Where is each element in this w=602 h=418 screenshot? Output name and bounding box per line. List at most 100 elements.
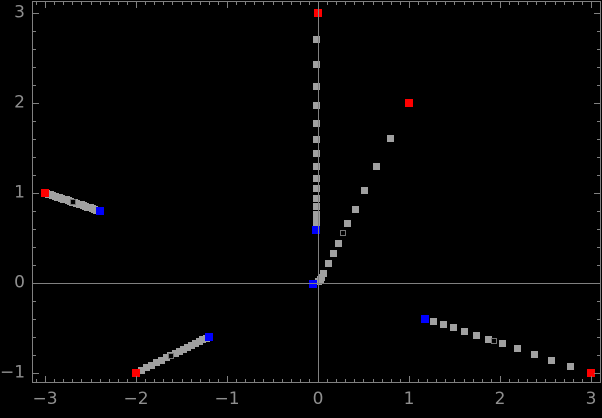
x-major-tick bbox=[227, 376, 228, 382]
trail-marker bbox=[312, 36, 320, 44]
trail-marker bbox=[312, 163, 320, 171]
x-minor-tick bbox=[454, 379, 456, 382]
x-minor-tick bbox=[154, 379, 156, 382]
trail-marker bbox=[344, 220, 352, 228]
x-major-tick bbox=[45, 2, 46, 8]
x-minor-tick bbox=[217, 2, 219, 5]
end-marker bbox=[312, 225, 321, 234]
x-minor-tick bbox=[163, 379, 165, 382]
x-minor-tick bbox=[272, 2, 274, 5]
x-minor-tick bbox=[563, 2, 565, 5]
x-minor-tick bbox=[145, 379, 147, 382]
x-minor-tick bbox=[63, 2, 65, 5]
x-minor-tick bbox=[181, 2, 183, 5]
start-marker bbox=[586, 369, 595, 377]
y-minor-tick bbox=[33, 246, 36, 248]
trail-marker bbox=[373, 162, 381, 170]
y-minor-tick bbox=[597, 30, 600, 32]
x-minor-tick bbox=[126, 379, 128, 382]
y-major-tick bbox=[33, 373, 39, 374]
x-minor-tick bbox=[172, 2, 174, 5]
x-minor-tick bbox=[390, 379, 392, 382]
y-minor-tick bbox=[33, 337, 36, 338]
y-major-tick bbox=[594, 102, 600, 104]
x-minor-tick bbox=[481, 2, 483, 5]
x-major-tick bbox=[499, 376, 501, 382]
y-minor-tick bbox=[33, 84, 36, 86]
x-minor-tick bbox=[545, 379, 547, 382]
x-minor-tick bbox=[372, 2, 374, 5]
x-minor-tick bbox=[399, 379, 401, 382]
y-axis-origin-line bbox=[318, 2, 319, 382]
x-minor-tick bbox=[35, 2, 37, 5]
y-major-tick bbox=[33, 12, 39, 14]
x-minor-tick bbox=[581, 2, 583, 5]
y-minor-tick bbox=[597, 337, 600, 338]
x-major-tick bbox=[45, 376, 46, 382]
x-tick-label: −3 bbox=[32, 389, 58, 409]
trail-marker bbox=[499, 340, 507, 348]
trail-notch-marker bbox=[167, 352, 174, 359]
trail-marker bbox=[312, 60, 320, 68]
x-minor-tick bbox=[345, 379, 347, 382]
x-minor-tick bbox=[390, 2, 392, 5]
y-minor-tick bbox=[597, 246, 600, 248]
y-minor-tick bbox=[33, 138, 36, 140]
trail-notch-marker bbox=[70, 199, 77, 206]
x-minor-tick bbox=[90, 379, 92, 382]
y-major-tick bbox=[33, 102, 39, 104]
trail-marker bbox=[137, 366, 145, 374]
y-minor-tick bbox=[597, 156, 600, 158]
x-minor-tick bbox=[463, 379, 465, 382]
trail-marker bbox=[195, 338, 203, 346]
y-minor-tick bbox=[597, 174, 600, 176]
y-minor-tick bbox=[597, 210, 600, 212]
x-minor-tick bbox=[299, 2, 301, 5]
x-minor-tick bbox=[308, 379, 310, 382]
x-minor-tick bbox=[354, 2, 356, 5]
x-minor-tick bbox=[336, 2, 338, 5]
x-minor-tick bbox=[518, 379, 520, 382]
trail-marker bbox=[312, 102, 320, 110]
trail-marker bbox=[171, 350, 179, 358]
x-minor-tick bbox=[445, 379, 447, 382]
y-major-tick bbox=[33, 192, 39, 194]
x-minor-tick bbox=[81, 2, 83, 5]
x-minor-tick bbox=[427, 379, 429, 382]
x-minor-tick bbox=[99, 2, 101, 5]
x-minor-tick bbox=[263, 379, 265, 382]
x-minor-tick bbox=[163, 2, 165, 5]
x-tick-label: −1 bbox=[214, 389, 240, 409]
y-minor-tick bbox=[33, 174, 36, 176]
y-minor-tick bbox=[597, 84, 600, 86]
y-tick-label: 0 bbox=[14, 272, 25, 293]
y-major-tick bbox=[594, 282, 600, 284]
x-minor-tick bbox=[126, 2, 128, 5]
x-minor-tick bbox=[600, 379, 602, 382]
x-minor-tick bbox=[363, 2, 365, 5]
x-minor-tick bbox=[63, 379, 65, 382]
trail-marker bbox=[449, 324, 457, 332]
trail-marker bbox=[312, 217, 320, 225]
x-axis-origin-line bbox=[33, 282, 600, 284]
x-minor-tick bbox=[190, 379, 192, 382]
x-minor-tick bbox=[418, 379, 420, 382]
y-major-tick bbox=[594, 192, 600, 194]
x-minor-tick bbox=[381, 2, 383, 5]
y-minor-tick bbox=[33, 66, 36, 68]
trail-marker bbox=[439, 320, 447, 328]
trail-marker bbox=[312, 120, 320, 128]
x-minor-tick bbox=[236, 2, 238, 5]
x-minor-tick bbox=[509, 2, 511, 5]
y-minor-tick bbox=[597, 66, 600, 68]
x-minor-tick bbox=[336, 379, 338, 382]
x-minor-tick bbox=[181, 379, 183, 382]
x-minor-tick bbox=[199, 2, 201, 5]
x-minor-tick bbox=[472, 2, 474, 5]
trail-marker bbox=[514, 345, 522, 353]
x-minor-tick bbox=[208, 379, 210, 382]
y-minor-tick bbox=[597, 48, 600, 50]
x-minor-tick bbox=[281, 2, 283, 5]
x-minor-tick bbox=[509, 379, 511, 382]
